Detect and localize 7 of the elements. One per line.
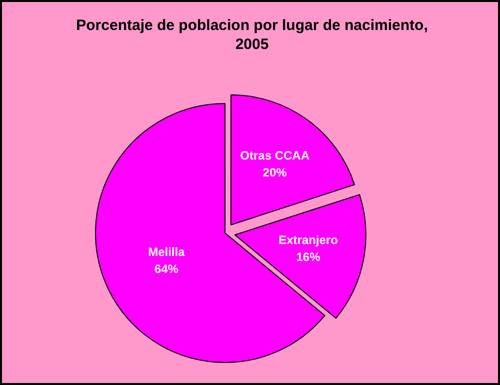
slice-label: Melilla bbox=[148, 244, 186, 259]
slice-label: Extranjero bbox=[278, 233, 338, 248]
data-label: 16% bbox=[296, 250, 321, 264]
slice-label: Otras CCAA bbox=[240, 148, 310, 163]
data-label: 64% bbox=[154, 262, 179, 276]
chart-title: Porcentaje de poblacion por lugar de nacimiento, 2005 bbox=[75, 16, 429, 54]
data-label: 20% bbox=[262, 166, 288, 180]
